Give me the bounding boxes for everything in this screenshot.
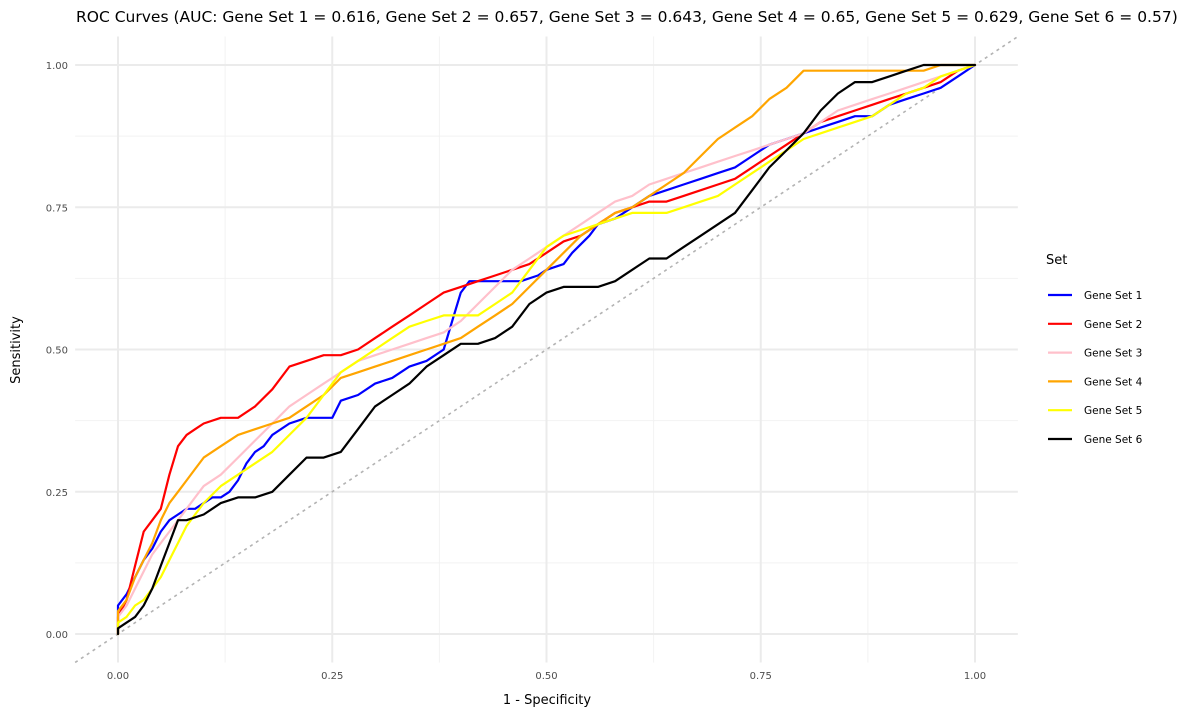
x-tick-label: 0.75 [750, 671, 772, 682]
y-tick-label: 0.00 [46, 630, 68, 641]
legend: Set Gene Set 1 Gene Set 2 Gene Set 3 Gene S… [1046, 253, 1143, 446]
series-lines [116, 63, 977, 636]
legend-item: Gene Set 6 [1048, 434, 1143, 446]
legend-label: Gene Set 6 [1084, 434, 1143, 446]
legend-item: Gene Set 2 [1048, 319, 1142, 331]
legend-label: Gene Set 5 [1084, 405, 1142, 417]
grid-lines [75, 36, 1018, 663]
x-tick-label: 0.00 [107, 671, 129, 682]
legend-item: Gene Set 5 [1048, 405, 1142, 417]
y-axis-label: Sensitivity [9, 316, 24, 384]
series-line-gene-set-3 [116, 63, 977, 636]
legend-item: Gene Set 1 [1048, 290, 1142, 302]
series-line-gene-set-6 [116, 63, 977, 636]
x-tick-label: 0.50 [535, 671, 557, 682]
legend-item: Gene Set 4 [1048, 376, 1143, 388]
legend-item: Gene Set 3 [1048, 348, 1142, 360]
y-tick-label: 0.25 [46, 488, 68, 499]
series-line-gene-set-5 [116, 63, 977, 636]
series-line-gene-set-4 [116, 63, 977, 636]
legend-title: Set [1046, 253, 1067, 268]
legend-label: Gene Set 1 [1084, 290, 1142, 302]
y-axis-ticks: 0.00 0.25 0.50 0.75 1.00 [46, 61, 68, 641]
y-tick-label: 1.00 [46, 61, 68, 72]
x-tick-label: 0.25 [321, 671, 343, 682]
chart-title: ROC Curves (AUC: Gene Set 1 = 0.616, Gen… [76, 8, 1178, 26]
legend-label: Gene Set 3 [1084, 348, 1142, 360]
x-axis-label: 1 - Specificity [503, 693, 592, 708]
y-tick-label: 0.75 [46, 203, 68, 214]
y-tick-label: 0.50 [46, 346, 68, 357]
legend-label: Gene Set 2 [1084, 319, 1142, 331]
legend-label: Gene Set 4 [1084, 376, 1143, 388]
x-axis-ticks: 0.00 0.25 0.50 0.75 1.00 [107, 671, 986, 682]
x-tick-label: 1.00 [964, 671, 986, 682]
